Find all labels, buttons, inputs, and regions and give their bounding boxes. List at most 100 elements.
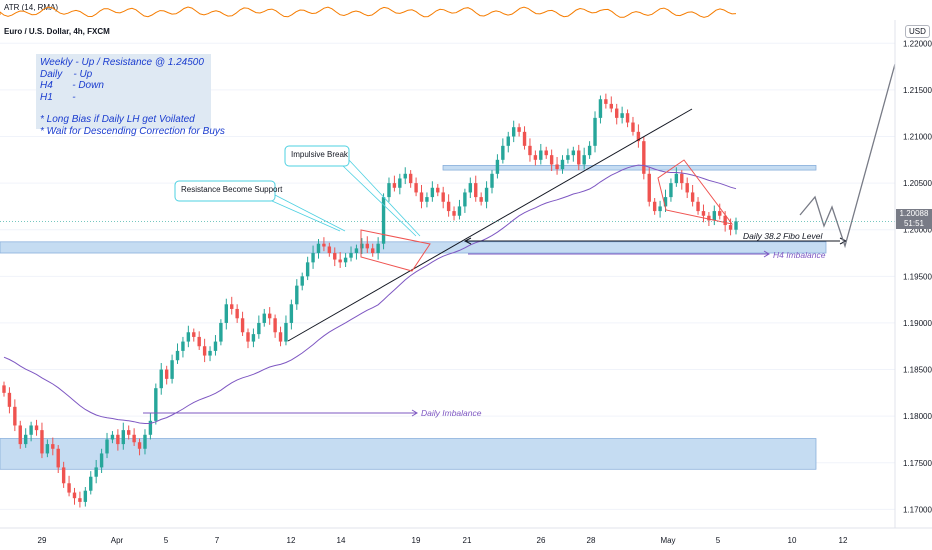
candle-body [647,173,651,202]
candle-body [658,206,662,212]
candle-body [430,187,435,198]
candle-body [251,334,256,342]
candle-body [61,467,66,484]
candle-body [186,332,191,342]
candle-body [571,150,576,156]
candle-body [457,206,462,216]
candle-body [7,392,12,407]
daily-imbalance-label[interactable]: Daily Imbalance [421,408,482,418]
candle-body [148,420,153,435]
y-tick-label: 1.20000 [903,226,932,235]
candle-body [154,388,158,421]
candle-body [593,117,597,146]
candle-body [663,197,668,207]
impulsive-break-pointer [342,159,421,237]
candle-body [690,192,695,202]
candle-body [99,453,104,468]
candle-body [712,211,717,221]
candle-body [517,127,521,132]
y-tick-label: 1.21500 [903,86,932,95]
candle-body [305,262,310,277]
candle-body [560,159,565,170]
candle-body [349,253,353,258]
h4-imbalance-arrowhead [763,250,770,258]
candle-body [295,285,299,305]
candle-body [625,113,630,123]
candle-body [387,183,391,198]
x-tick-label: 19 [412,536,421,545]
candle-body [566,155,570,160]
candle-body [669,183,673,198]
resistance-support-callout [174,180,276,202]
candle-body [300,276,304,286]
candle-body [463,192,467,207]
candle-body [403,173,407,179]
y-tick-label: 1.19000 [903,319,932,328]
candle-body [262,313,266,323]
x-tick-label: 26 [537,536,546,545]
fibo-level-label[interactable]: Daily 38.2 Fibo Level [743,231,823,241]
resistance-become-support-label[interactable]: Resistance Become Support [181,185,283,194]
candle-body [23,434,28,445]
bar-countdown: 51:51 [903,219,925,228]
candle-body [452,211,456,216]
candle-body [680,173,684,184]
candle-body [338,259,342,263]
candle-body [642,141,646,174]
atr-indicator-label[interactable]: ATR (14, RMA) [4,3,59,12]
candle-body [18,425,22,445]
note-line: Daily - Up [40,68,93,80]
candle-body [620,113,624,118]
candle-body [284,322,288,342]
candle-body [94,467,98,477]
candle-body [56,448,60,468]
candle-body [78,498,82,502]
x-tick-label: 12 [839,536,848,545]
candle-body [170,360,174,379]
candle-body [484,187,489,202]
currency-label: USD [905,25,930,38]
note-line: * Long Bias if Daily LH get Voilated [40,114,195,125]
candle-body [609,103,613,109]
analysis-notes-box[interactable]: Weekly - Up / Resistance @ 1.24500 Daily… [36,54,225,137]
x-tick-label: May [660,536,675,545]
impulsive-break-callout [284,145,350,167]
x-tick-label: 21 [463,536,472,545]
candle-body [67,483,71,493]
candle-body [501,145,505,160]
candle-body [343,257,348,263]
y-tick-label: 1.17500 [903,459,932,468]
bull-flag-channel [360,229,431,272]
candle-body [208,350,212,356]
moving-average-line [3,164,737,425]
candle-body [137,442,142,449]
candle-body [51,444,55,449]
candle-body [495,159,500,174]
x-tick-label: 12 [287,536,296,545]
h4-imbalance-label[interactable]: H4 Imbalance [773,250,826,260]
candle-body [371,248,375,254]
impulsive-break-label[interactable]: Impulsive Break [291,150,349,159]
candle-body [408,173,413,184]
candle-body [577,150,581,165]
y-tick-label: 1.22000 [903,39,932,48]
candle-body [539,150,543,160]
candle-body [322,243,326,247]
candle-body [132,434,136,443]
candle-body [164,369,169,379]
candle-body [615,108,619,118]
candle-body [701,211,706,216]
candle-body [381,197,386,244]
candle-body [246,332,250,342]
candle-body [392,183,397,188]
x-tick-label: Apr [111,536,124,545]
symbol-label[interactable]: Euro / U.S. Dollar, 4h, FXCM [4,27,110,36]
candle-body [2,385,6,393]
candle-body [549,155,554,165]
candle-body [718,211,722,216]
note-line: H1 - [40,91,76,103]
candle-body [522,131,527,146]
candle-body [604,99,608,104]
candle-body [278,332,283,342]
